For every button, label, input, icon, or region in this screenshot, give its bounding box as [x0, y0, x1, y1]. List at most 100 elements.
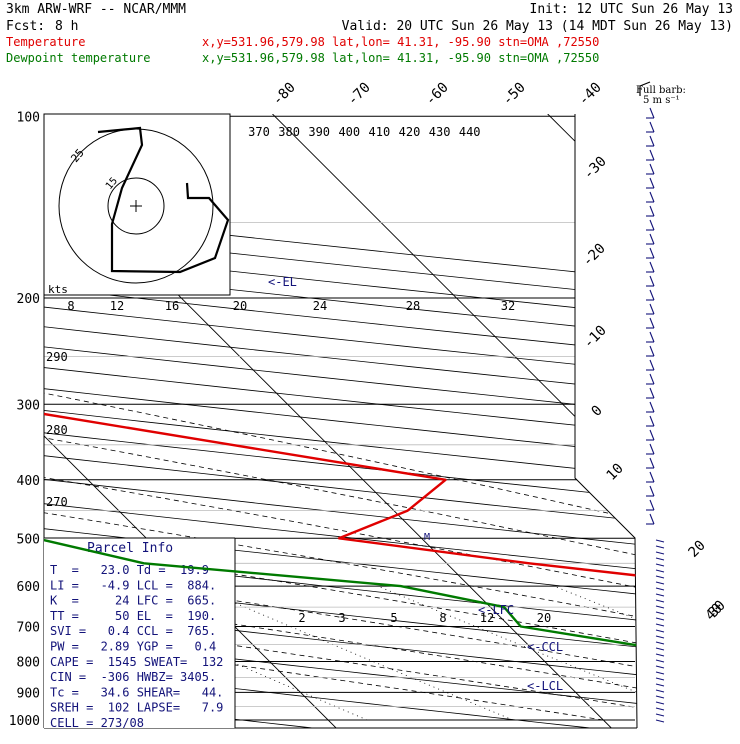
wind-barb [656, 654, 664, 656]
pressure-label-500: 500 [17, 532, 40, 547]
pressure-label-200: 200 [17, 292, 40, 307]
wind-barb [650, 290, 654, 300]
pressure-label-100: 100 [17, 110, 40, 125]
wind-barb [650, 430, 654, 440]
wind-barb [650, 178, 654, 188]
wind-barb [656, 606, 664, 608]
wind-barb [656, 648, 664, 650]
wind-barb [656, 672, 664, 674]
hodograph-speed-label-28: 28 [406, 299, 420, 313]
isotherm-line [273, 114, 740, 728]
wind-barb [650, 486, 654, 496]
wind-barb [656, 552, 664, 554]
temperature-label--80: -80 [270, 80, 299, 109]
parcel-info-row: CIN = -306 HWBZ= 3405. [50, 670, 216, 684]
theta-label-430: 430 [429, 125, 451, 139]
wind-barb [650, 472, 654, 482]
mixing-ratio-label-3: 3 [338, 611, 345, 625]
wind-barb [656, 708, 664, 710]
wind-barb [650, 206, 654, 216]
parcel-info-row: Tc = 34.6 SHEAR= 44. [50, 685, 223, 699]
pressure-label-700: 700 [17, 621, 40, 636]
temperature-label--10: -10 [581, 323, 610, 352]
theta-label-280: 280 [46, 423, 68, 437]
hodograph-speed-label-8: 8 [67, 299, 74, 313]
wind-barb [650, 388, 654, 398]
model-title: 3km ARW-WRF -- NCAR/MMM [6, 2, 186, 17]
init-time: Init: 12 UTC Sun 26 May 13 [530, 2, 734, 17]
theta-label-270: 270 [46, 495, 68, 509]
wind-barb [650, 416, 654, 426]
wind-barb [650, 346, 654, 356]
theta-label-440: 440 [459, 125, 481, 139]
parcel-info-row: CAPE = 1545 SWEAT= 132 [50, 655, 223, 669]
legend-dewpoint-info: x,y=531.96,579.98 lat,lon= 41.31, -95.90… [202, 51, 599, 65]
wind-barb [656, 642, 664, 644]
hodograph-speed-label-12: 12 [110, 299, 124, 313]
wind-barb [650, 248, 654, 258]
wind-barb [650, 136, 654, 146]
wind-barb [650, 234, 654, 244]
lcl-marker: <-LCL [527, 679, 563, 693]
wind-barb [650, 318, 654, 328]
parcel-info-row: SREH = 102 LAPSE= 7.9 [50, 701, 223, 715]
hodograph-speed-label-32: 32 [501, 299, 515, 313]
wind-barb [650, 276, 654, 286]
legend-dewpoint-label: Dewpoint temperature [6, 51, 151, 65]
theta-label-290: 290 [46, 350, 68, 364]
hodograph-speed-label-20: 20 [233, 299, 247, 313]
wind-barb [650, 458, 654, 468]
wind-barb [656, 588, 664, 590]
wind-barb [656, 630, 664, 632]
temperature-label--40: -40 [576, 80, 605, 109]
wind-barb [650, 262, 654, 272]
mixing-ratio-label-20: 20 [537, 611, 551, 625]
parcel-info-row: K = 24 LFC = 665. [50, 594, 216, 608]
theta-label-370: 370 [248, 125, 270, 139]
temperature-label--60: -60 [423, 80, 452, 109]
wind-barb [656, 720, 664, 722]
wind-barb [650, 164, 654, 174]
theta-label-380: 380 [278, 125, 300, 139]
theta-label-400: 400 [338, 125, 360, 139]
wind-barb [656, 570, 664, 572]
hodograph-speed-label-16: 16 [165, 299, 179, 313]
wind-barb [656, 600, 664, 602]
ccl-marker: <-CCL [527, 640, 563, 654]
wind-barb [650, 374, 654, 384]
theta-label-410: 410 [369, 125, 391, 139]
mixing-ratio-label-5: 5 [390, 611, 397, 625]
temperature-label-0: 0 [589, 403, 606, 420]
wind-barb [656, 678, 664, 680]
parcel-info-row: PW = 2.89 YGP = 0.4 [50, 640, 216, 654]
wind-barb [656, 660, 664, 662]
wind-barb [656, 666, 664, 668]
temperature-label--70: -70 [345, 80, 374, 109]
wind-barb [656, 684, 664, 686]
parcel-info-row: CELL = 273/08 [50, 716, 144, 730]
wind-barb [656, 540, 664, 542]
theta-label-420: 420 [399, 125, 421, 139]
wind-barb [656, 582, 664, 584]
wind-barb [650, 150, 654, 160]
theta-label-390: 390 [308, 125, 330, 139]
forecast-label: Fcst: [6, 19, 45, 34]
legend-temperature-info: x,y=531.96,579.98 lat,lon= 41.31, -95.90… [202, 35, 599, 49]
temperature-label-10: 10 [604, 461, 627, 484]
hodograph: 25 15 [44, 114, 230, 295]
parcel-info-row: TT = 50 EL = 190. [50, 609, 216, 623]
wind-barb [650, 360, 654, 370]
parcel-info-row: LI = -4.9 LCL = 884. [50, 578, 216, 592]
wind-barb [650, 192, 654, 202]
legend-temperature-label: Temperature [6, 35, 85, 49]
wind-barb [656, 714, 664, 716]
wind-barb [656, 702, 664, 704]
wind-barb [656, 690, 664, 692]
forecast-hour: 8 h [55, 19, 78, 34]
wind-barb [650, 402, 654, 412]
wind-barb [650, 122, 654, 132]
wind-barb [650, 304, 654, 314]
wind-barbs [646, 108, 664, 722]
el-marker: <-EL [268, 275, 297, 289]
